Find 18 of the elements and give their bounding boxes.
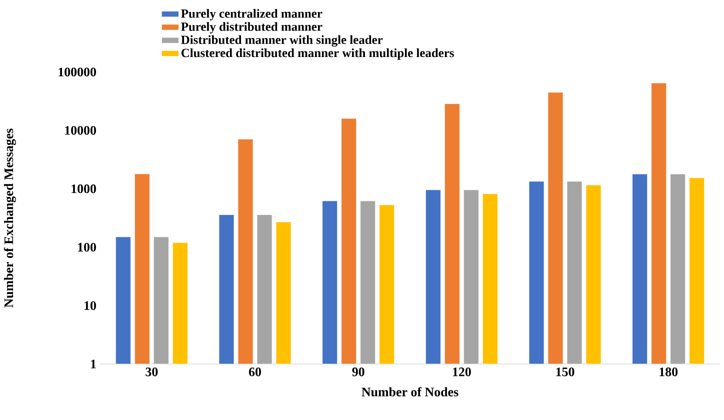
- x-tick-label: 60: [248, 368, 261, 376]
- x-tick-label: 30: [146, 368, 158, 376]
- y-axis-title: Number of Exchanged Messages: [4, 128, 16, 308]
- x-tick-label: 180: [660, 368, 678, 376]
- y-tick-label: 1: [91, 360, 96, 368]
- x-tick-label: 150: [556, 368, 574, 376]
- y-tick-label: 10000: [65, 126, 96, 135]
- y-tick-label: 1000: [72, 184, 96, 194]
- legend-label: Purely centralized manner: [181, 9, 322, 20]
- y-tick-label: 100: [78, 242, 96, 252]
- x-tick-label: 90: [352, 368, 364, 376]
- legend-label: Clustered distributed manner with multiple leaders: [181, 48, 454, 60]
- x-axis-title: Number of Nodes: [362, 387, 458, 396]
- y-tick-label: 100000: [58, 68, 96, 76]
- legend-label: Purely distributed manner: [181, 22, 322, 34]
- legend-label: Distributed manner with single leader: [181, 35, 383, 47]
- x-tick-label: 120: [452, 368, 471, 376]
- y-tick-label: 10: [84, 301, 96, 310]
